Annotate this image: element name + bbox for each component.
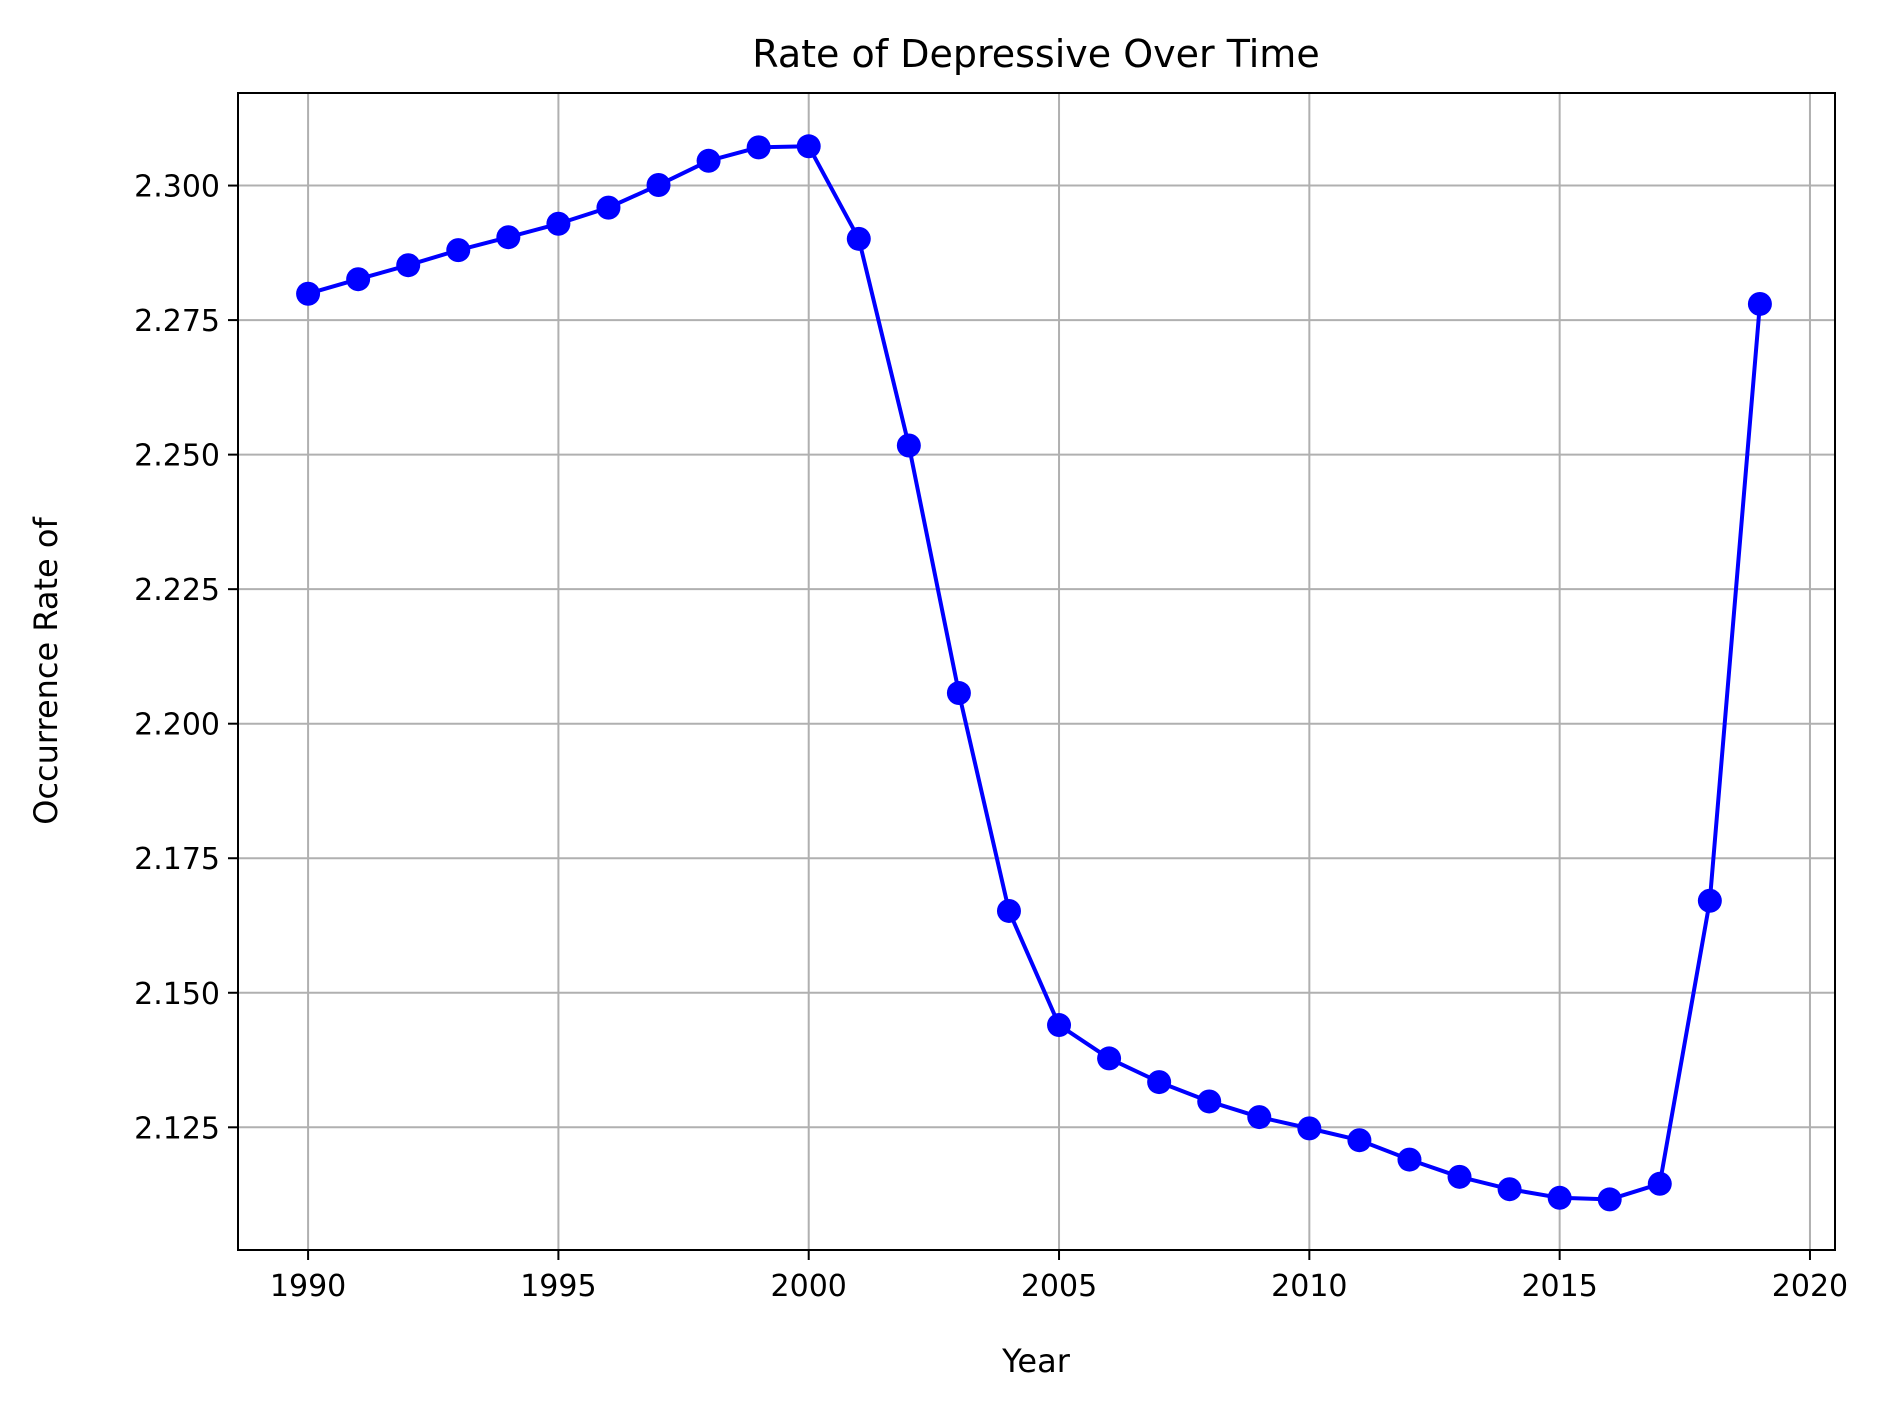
data-point: [1747, 291, 1772, 316]
data-point: [746, 135, 771, 160]
y-tick-label: 2.200: [134, 708, 220, 743]
data-point: [446, 238, 471, 263]
data-point: [496, 225, 521, 250]
data-point: [796, 134, 821, 159]
data-point: [1247, 1105, 1272, 1130]
data-point: [346, 267, 371, 292]
y-tick-label: 2.125: [134, 1111, 220, 1146]
data-point: [1047, 1013, 1072, 1038]
data-point: [996, 898, 1021, 923]
data-point: [1697, 888, 1722, 913]
y-tick-label: 2.175: [134, 842, 220, 877]
y-tick-label: 2.225: [134, 573, 220, 608]
plot-frame: [237, 92, 1836, 1251]
data-point: [846, 226, 871, 251]
chart-title: Rate of Depressive Over Time: [752, 32, 1319, 76]
x-tick-label: 1990: [270, 1269, 346, 1304]
y-tick-label: 2.275: [134, 304, 220, 339]
data-point: [296, 281, 321, 306]
y-tick-label: 2.300: [134, 170, 220, 205]
axis-ticks: 1990 1995 2000 2005 2010 2015 2020 2.125 2.150 2.…: [134, 170, 1848, 1304]
x-tick-label: 2005: [1021, 1269, 1097, 1304]
data-point: [1147, 1070, 1172, 1095]
data-point: [946, 681, 971, 706]
data-point: [696, 148, 721, 173]
x-tick-label: 2020: [1772, 1269, 1848, 1304]
x-tick-label: 2015: [1521, 1269, 1597, 1304]
x-axis-label: Year: [1001, 1342, 1071, 1380]
data-point: [646, 173, 671, 198]
x-tick-label: 2010: [1271, 1269, 1347, 1304]
x-tick-label: 2000: [771, 1269, 847, 1304]
data-point: [396, 253, 421, 278]
gridlines: [238, 93, 1835, 1250]
y-axis-label: Occurrence Rate of: [27, 517, 65, 825]
data-point: [1547, 1185, 1572, 1210]
data-point: [1297, 1116, 1322, 1141]
y-tick-label: 2.150: [134, 977, 220, 1012]
data-point: [1097, 1046, 1122, 1071]
data-point: [596, 195, 621, 220]
data-series: [296, 134, 1772, 1212]
data-point: [1497, 1177, 1522, 1202]
y-tick-label: 2.250: [134, 439, 220, 474]
data-point: [1397, 1147, 1422, 1172]
data-point: [1197, 1089, 1222, 1114]
x-tick-label: 1995: [520, 1269, 596, 1304]
data-point: [546, 211, 571, 236]
data-point: [896, 433, 921, 458]
data-point: [1647, 1171, 1672, 1196]
data-point: [1447, 1164, 1472, 1189]
data-point: [1597, 1187, 1622, 1212]
data-point: [1347, 1128, 1372, 1153]
